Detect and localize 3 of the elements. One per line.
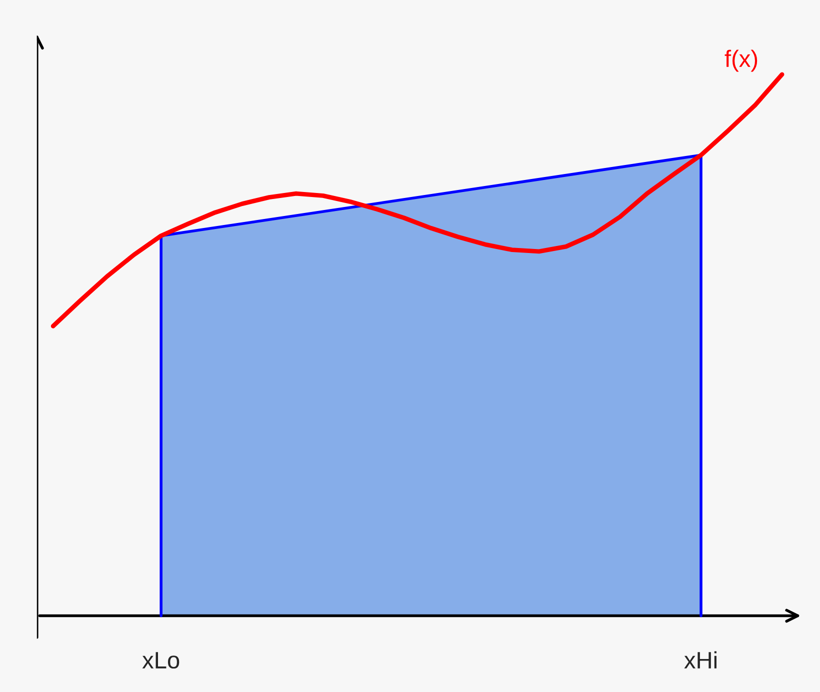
x-tick-label: xHi [684, 651, 716, 668]
x-tick-label: xLo [142, 652, 180, 669]
series-label: f(x) [724, 50, 758, 72]
